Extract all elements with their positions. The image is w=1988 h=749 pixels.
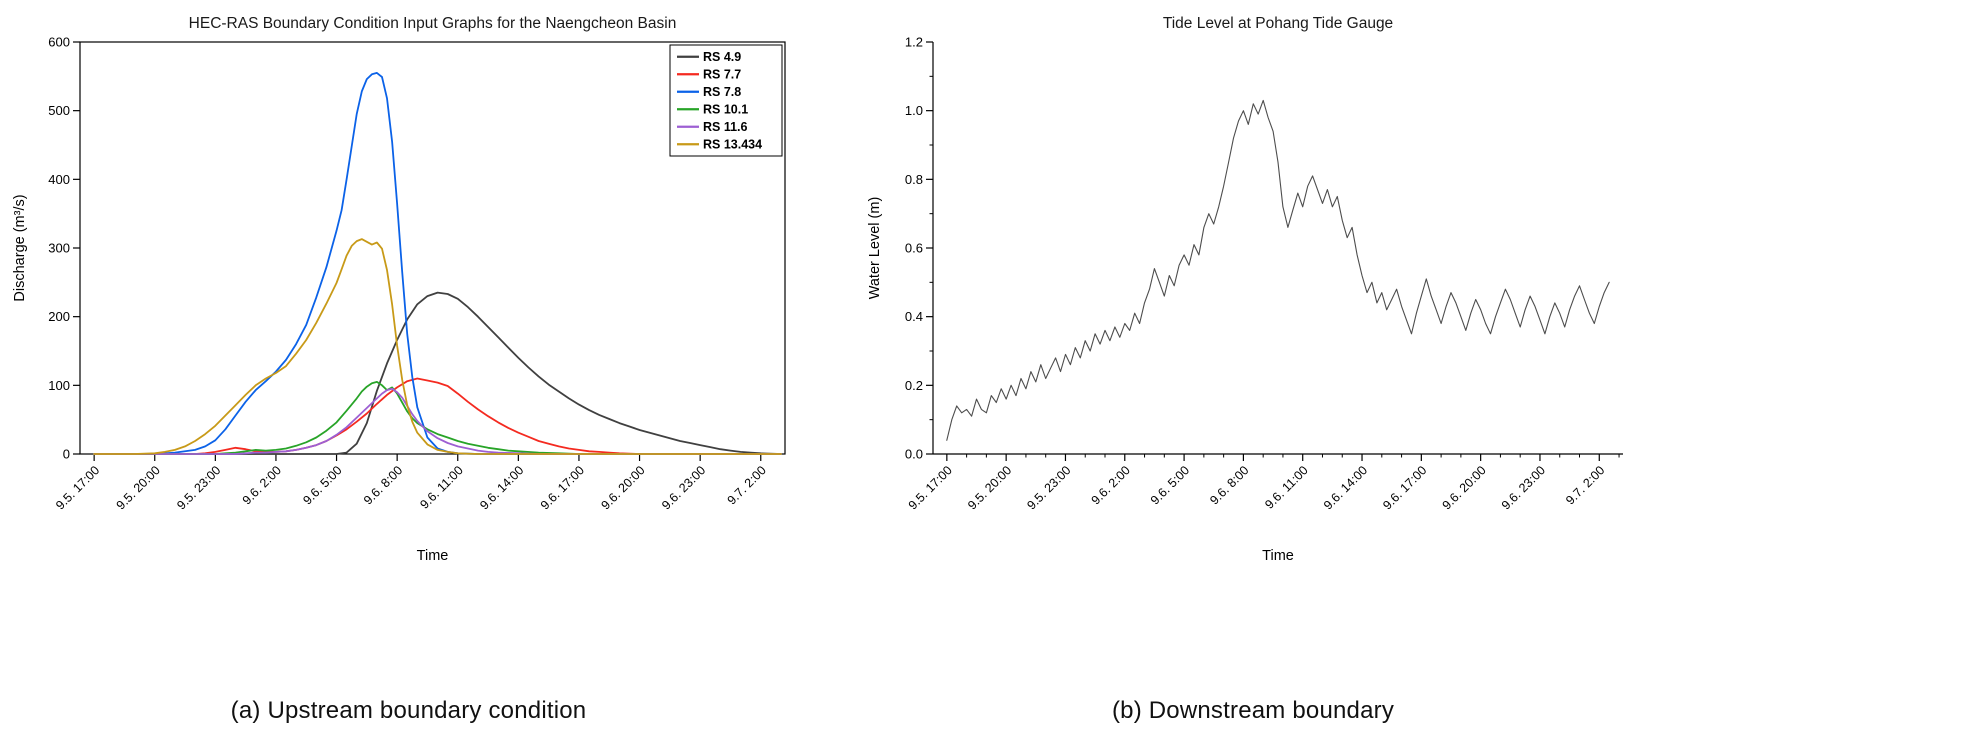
svg-text:600: 600 — [48, 35, 70, 50]
svg-text:RS 7.8: RS 7.8 — [703, 85, 741, 99]
svg-text:9.5. 20:00: 9.5. 20:00 — [114, 463, 163, 512]
svg-text:9.6. 23:00: 9.6. 23:00 — [659, 463, 708, 512]
svg-text:9.6. 17:00: 9.6. 17:00 — [1380, 463, 1429, 512]
svg-text:Time: Time — [1262, 548, 1294, 564]
svg-text:9.6. 14:00: 9.6. 14:00 — [1321, 463, 1370, 512]
svg-text:9.6. 17:00: 9.6. 17:00 — [538, 463, 587, 512]
svg-text:200: 200 — [48, 309, 70, 324]
svg-text:9.6. 5:00: 9.6. 5:00 — [300, 463, 344, 507]
svg-text:Tide Level at Pohang Tide Gaug: Tide Level at Pohang Tide Gauge — [1163, 15, 1393, 32]
svg-text:0.4: 0.4 — [905, 309, 923, 324]
svg-text:Time: Time — [417, 548, 449, 564]
upstream-chart-svg: 9.5. 17:00 9.5. 20:00 9.5. 23:00 9.6. 2:00 9… — [12, 15, 786, 564]
svg-text:9.5. 23:00: 9.5. 23:00 — [174, 463, 223, 512]
svg-text:0.2: 0.2 — [905, 378, 923, 393]
svg-text:0: 0 — [63, 447, 70, 462]
svg-text:0.0: 0.0 — [905, 447, 923, 462]
svg-text:RS 4.9: RS 4.9 — [703, 50, 741, 64]
svg-text:RS 7.7: RS 7.7 — [703, 68, 741, 82]
svg-text:9.6. 11:00: 9.6. 11:00 — [1262, 463, 1311, 512]
svg-text:RS 11.6: RS 11.6 — [703, 120, 748, 134]
svg-text:9.6. 20:00: 9.6. 20:00 — [1440, 463, 1489, 512]
svg-text:1.2: 1.2 — [905, 35, 923, 50]
svg-text:9.6. 14:00: 9.6. 14:00 — [477, 463, 526, 512]
svg-text:9.5. 17:00: 9.5. 17:00 — [53, 463, 102, 512]
svg-text:100: 100 — [48, 378, 70, 393]
svg-text:RS 10.1: RS 10.1 — [703, 103, 748, 117]
svg-text:9.5. 17:00: 9.5. 17:00 — [906, 463, 955, 512]
svg-text:Water Level (m): Water Level (m) — [867, 197, 883, 300]
svg-text:HEC-RAS Boundary Condition Inp: HEC-RAS Boundary Condition Input Graphs … — [189, 15, 677, 32]
caption-a: (a) Upstream boundary condition — [230, 697, 587, 724]
two-panel-figure: 9.5. 17:00 9.5. 20:00 9.5. 23:00 9.6. 2:00 9… — [6, 2, 1643, 725]
svg-text:9.6. 5:00: 9.6. 5:00 — [1148, 463, 1192, 507]
svg-text:0.6: 0.6 — [905, 241, 923, 256]
caption-b: (b) Downstream boundary — [1111, 697, 1395, 724]
upstream-boundary-chart: 9.5. 17:00 9.5. 20:00 9.5. 23:00 9.6. 2:00 9… — [6, 2, 811, 655]
svg-text:9.6. 23:00: 9.6. 23:00 — [1499, 463, 1548, 512]
svg-text:300: 300 — [48, 241, 70, 256]
downstream-boundary-chart: 9.5. 17:00 9.5. 20:00 9.5. 23:00 9.6. 2:00 9… — [863, 2, 1643, 655]
svg-text:1.0: 1.0 — [905, 103, 923, 118]
svg-text:9.6. 8:00: 9.6. 8:00 — [361, 463, 405, 507]
svg-text:9.5. 23:00: 9.5. 23:00 — [1024, 463, 1073, 512]
tide-chart-svg: 9.5. 17:00 9.5. 20:00 9.5. 23:00 9.6. 2:00 9… — [867, 15, 1623, 564]
svg-text:0.8: 0.8 — [905, 172, 923, 187]
svg-text:9.6. 20:00: 9.6. 20:00 — [598, 463, 647, 512]
svg-text:9.5. 20:00: 9.5. 20:00 — [965, 463, 1014, 512]
svg-text:9.6. 11:00: 9.6. 11:00 — [417, 463, 466, 512]
svg-text:9.7. 2:00: 9.7. 2:00 — [1563, 463, 1607, 507]
svg-text:9.6. 2:00: 9.6. 2:00 — [240, 463, 284, 507]
figure-a: 9.5. 17:00 9.5. 20:00 9.5. 23:00 9.6. 2:00 9… — [6, 2, 811, 725]
svg-text:RS 13.434: RS 13.434 — [703, 138, 762, 152]
svg-text:9.6. 8:00: 9.6. 8:00 — [1207, 463, 1251, 507]
svg-text:Discharge (m³/s): Discharge (m³/s) — [12, 194, 28, 301]
figure-b: 9.5. 17:00 9.5. 20:00 9.5. 23:00 9.6. 2:00 9… — [863, 2, 1643, 725]
svg-text:500: 500 — [48, 103, 70, 118]
svg-text:9.6. 2:00: 9.6. 2:00 — [1089, 463, 1133, 507]
svg-text:400: 400 — [48, 172, 70, 187]
svg-text:9.7. 2:00: 9.7. 2:00 — [725, 463, 769, 507]
